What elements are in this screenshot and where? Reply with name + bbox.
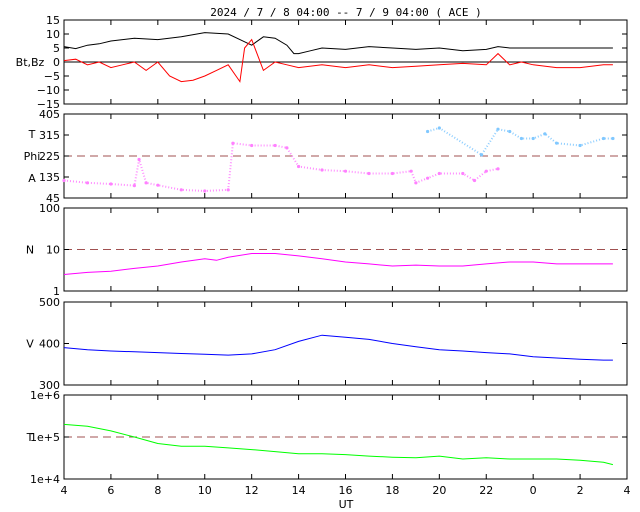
x-tick-label: 0	[530, 484, 537, 497]
y-tick-label: −5	[44, 70, 60, 83]
series-t-point	[531, 136, 535, 141]
x-tick-label: 2	[577, 484, 584, 497]
y-tick-label: 1e+6	[30, 389, 60, 402]
x-tick-label: 4	[624, 484, 631, 497]
x-tick-label: 8	[154, 484, 161, 497]
series-phi-point	[496, 167, 500, 171]
y-tick-label: 15	[46, 14, 60, 27]
series-t-point	[611, 136, 615, 141]
series-t-trace	[427, 126, 613, 157]
y-axis-label: T	[26, 431, 34, 444]
panels: 151050−5−10−15Bt,Bz40531522513545TPhiA10…	[16, 14, 631, 497]
x-tick-label: 20	[432, 484, 446, 497]
y-tick-label: 500	[39, 296, 60, 309]
y-tick-label: 10	[46, 244, 60, 257]
x-tick-label: 16	[339, 484, 353, 497]
y-tick-label: 100	[39, 202, 60, 215]
y-tick-label: 10	[46, 28, 60, 41]
y-tick-label: −15	[37, 98, 60, 111]
series-phi-trace	[63, 142, 499, 193]
y-axis-label: T	[28, 128, 36, 141]
y-tick-label: 225	[39, 150, 60, 163]
y-axis-label: Bt,Bz	[16, 56, 45, 69]
y-tick-label: 1e+5	[30, 431, 60, 444]
x-tick-label: 6	[107, 484, 114, 497]
y-axis-label: Phi	[24, 150, 41, 163]
y-tick-label: 300	[39, 379, 60, 392]
series-t-line	[63, 423, 614, 466]
x-tick-label: 18	[385, 484, 399, 497]
y-tick-label: 405	[39, 108, 60, 121]
series-phi-point	[109, 182, 113, 186]
y-axis-label: N	[26, 244, 34, 257]
y-tick-label: 1e+4	[30, 473, 60, 486]
panel-density: 100 10 1 N	[26, 202, 628, 298]
y-tick-label: 0	[53, 56, 60, 69]
y-tick-label: 1	[53, 285, 60, 298]
y-tick-label: −10	[37, 84, 60, 97]
x-tick-label: 12	[245, 484, 259, 497]
chart-title: 2024 / 7 / 8 04:00 -- 7 / 9 04:00 ( ACE …	[210, 6, 482, 19]
panel-velocity: 500 400 300 V	[26, 296, 628, 392]
series-bt-line	[63, 32, 613, 55]
y-tick-label: 400	[39, 338, 60, 351]
y-axis-label: A	[28, 172, 36, 185]
panel-frame	[63, 301, 628, 386]
panel-temperature: 1e+6 1e+5 1e+4 T	[26, 389, 628, 486]
x-tick-label: 22	[479, 484, 493, 497]
y-tick-label: 315	[39, 129, 60, 142]
y-tick-label: 5	[53, 42, 60, 55]
y-tick-label: 45	[46, 192, 60, 205]
x-tick-label: 4	[61, 484, 68, 497]
x-axis-ticks: 4 6 8 10 12 14 16 18 20 22 0 2 4	[61, 484, 631, 497]
series-n-line	[63, 253, 613, 275]
y-tick-label: 135	[39, 171, 60, 184]
panel-phi: 405 315 225 135 45 T Phi A	[24, 108, 628, 205]
x-tick-label: 14	[292, 484, 306, 497]
x-tick-label: 10	[198, 484, 212, 497]
y-axis-label: V	[26, 338, 34, 351]
x-axis-label: UT	[339, 498, 354, 511]
series-bz-line	[63, 38, 613, 83]
series-v-line	[63, 334, 613, 361]
